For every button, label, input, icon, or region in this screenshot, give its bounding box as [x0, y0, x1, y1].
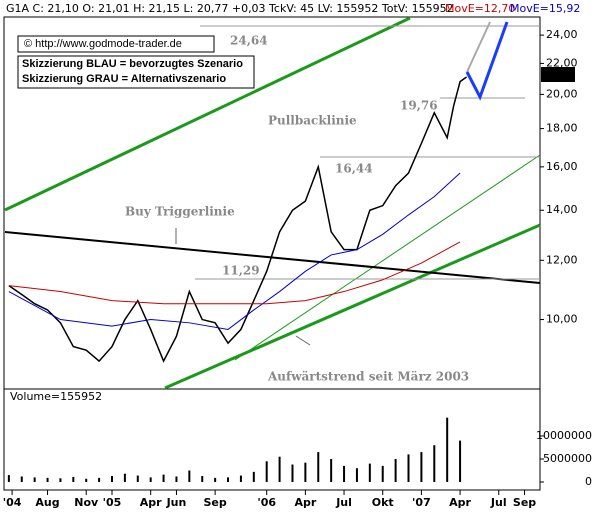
y-tick-label: 5000000 — [543, 452, 592, 465]
legend-box — [17, 55, 255, 89]
x-tick-label: Apr — [294, 496, 316, 509]
level-label: 19,76 — [400, 99, 438, 113]
y-tick-label: 24,00 — [546, 28, 578, 41]
upper-channel — [4, 16, 411, 212]
annotation: Pullbacklinie — [268, 114, 357, 128]
y-tick-label: 18,00 — [546, 122, 578, 135]
pullback-line — [234, 154, 541, 361]
x-tick-label: Sep — [513, 496, 536, 509]
x-tick-label: Jun — [166, 496, 187, 509]
volume-panel — [3, 388, 541, 491]
y-tick-label: 12,00 — [546, 253, 578, 266]
volume-title: Volume=155952 — [10, 390, 102, 403]
uptrend-line — [164, 223, 541, 390]
x-tick-label: Jul — [490, 496, 507, 509]
x-tick-label: '05 — [103, 496, 122, 509]
trigger-line — [4, 231, 541, 284]
x-tick-label: Nov — [74, 496, 99, 509]
arrow — [295, 335, 311, 346]
copyright: © http://www.godmode-trader.de — [24, 38, 182, 50]
x-tick-label: Sep — [203, 496, 226, 509]
drawings — [4, 16, 575, 390]
ma-red-label: MovE=12,70 — [445, 2, 515, 15]
x-tick-label: Apr — [449, 496, 471, 509]
last-price: 21,10 — [545, 69, 573, 81]
x-tick-label: '04 — [3, 496, 22, 509]
y-tick-label: 16,00 — [546, 160, 578, 173]
x-tick-label: '07 — [412, 496, 431, 509]
blue-scenario — [465, 21, 509, 101]
annotation: Aufwärtstrend seit März 2003 — [267, 370, 469, 384]
y-tick-label: 10,00 — [546, 313, 578, 326]
x-tick-label: Aug — [35, 496, 59, 509]
last-price-box — [541, 67, 575, 82]
y-tick-label: 14,00 — [546, 203, 578, 216]
y-tick-label: 22,00 — [546, 56, 578, 69]
y-tick-label: 10000000 — [536, 429, 592, 442]
level-label: 24,64 — [230, 34, 268, 48]
x-tick-label: '06 — [257, 496, 276, 509]
ma-blue-label: MovE=15,92 — [510, 2, 580, 15]
note: Skizzierung GRAU = Alternativszenario — [22, 73, 226, 85]
price-line — [8, 241, 461, 305]
x-tick-label: Apr — [140, 496, 162, 509]
copyright-box — [17, 35, 215, 53]
annotation: Buy Triggerlinie — [125, 205, 235, 219]
gray-scenario — [466, 21, 491, 73]
level-label: 11,29 — [222, 264, 260, 278]
y-tick-label: 0 — [585, 475, 592, 488]
x-tick-label: Jul — [335, 496, 352, 509]
quote-header: G1A C: 21,10 O: 21,01 H: 21,15 L: 20,77 … — [6, 2, 454, 15]
y-tick-label: 20,00 — [546, 87, 578, 100]
x-tick-label: Okt — [372, 496, 394, 509]
price-line — [8, 172, 461, 330]
level-label: 16,44 — [335, 162, 373, 176]
note: Skizzierung BLAU = bevorzugtes Szenario — [22, 58, 243, 70]
